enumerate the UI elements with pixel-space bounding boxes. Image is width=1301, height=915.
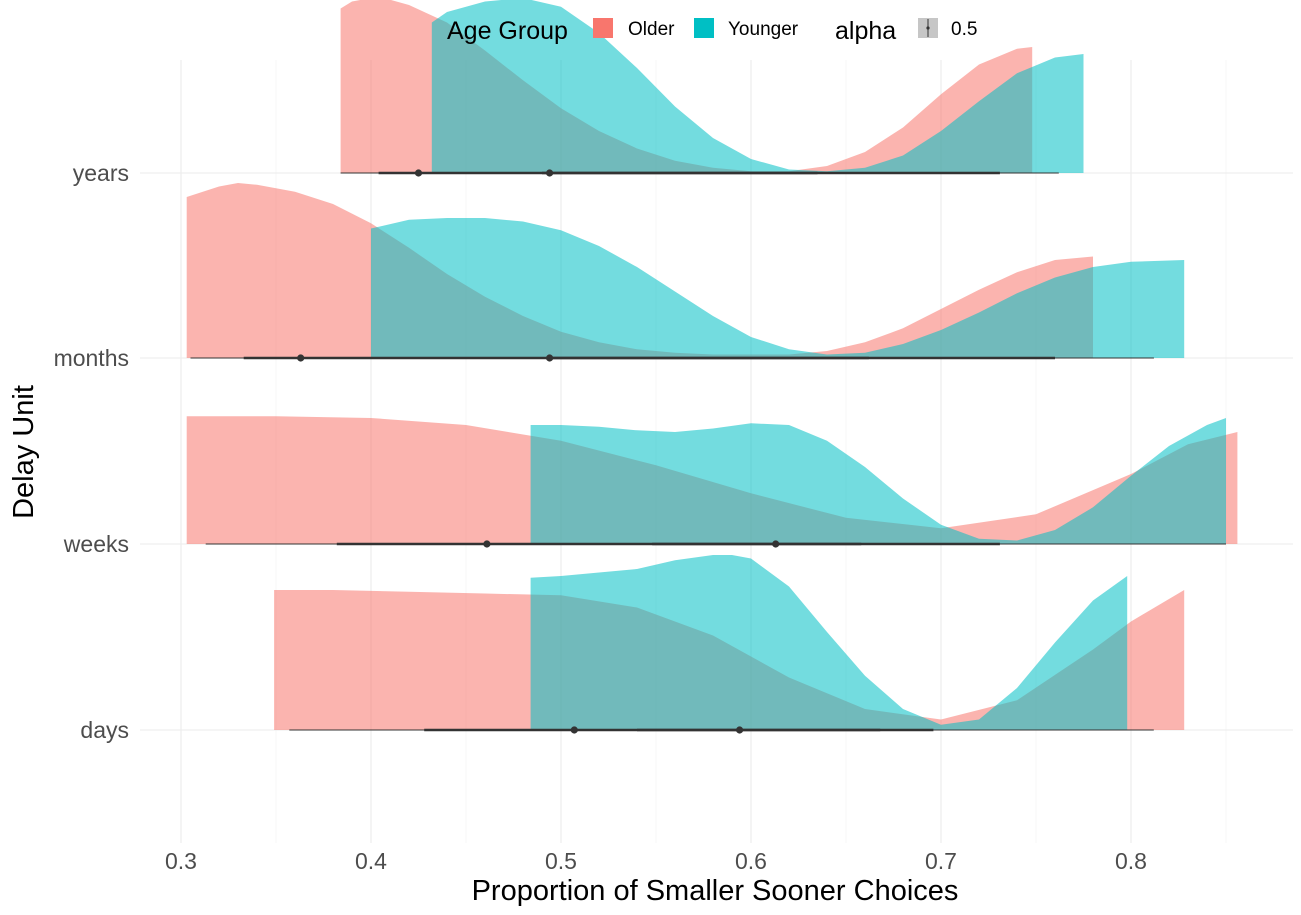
- legend-label-alpha: 0.5: [951, 19, 977, 40]
- y-axis-title: Delay Unit: [8, 385, 40, 519]
- density-younger-days: [530, 555, 1128, 730]
- legend-fill-title: Age Group: [447, 17, 568, 45]
- legend-label-younger: Younger: [728, 19, 799, 40]
- density-ridges: [186, 0, 1238, 730]
- legend-alpha-title: alpha: [835, 17, 896, 45]
- legend-key-older: [593, 18, 613, 38]
- legend-key-alpha-point: [926, 26, 930, 30]
- y-tick-label-weeks: weeks: [63, 531, 129, 557]
- y-tick-label-months: months: [54, 345, 129, 371]
- density-younger-weeks: [530, 418, 1226, 544]
- density-older-weeks: [186, 416, 1238, 544]
- x-tick-label: 0.4: [355, 848, 387, 874]
- median-point-older-weeks: [483, 540, 491, 548]
- x-tick-label: 0.8: [1115, 848, 1147, 874]
- median-point-younger-months: [546, 354, 554, 362]
- x-axis-ticks: 0.3 0.4 0.5 0.6 0.7 0.8: [165, 848, 1147, 874]
- median-point-younger-days: [736, 726, 744, 734]
- legend-label-older: Older: [628, 19, 675, 40]
- x-tick-label: 0.3: [165, 848, 197, 874]
- median-point-older-years: [414, 169, 423, 177]
- boxplots: [190, 169, 1226, 734]
- y-axis-ticks: days weeks months years: [54, 160, 129, 743]
- x-tick-label: 0.6: [735, 848, 767, 874]
- legend: Age Group Older Younger alpha 0.5: [447, 17, 977, 45]
- x-tick-label: 0.7: [925, 848, 957, 874]
- x-tick-label: 0.5: [545, 848, 577, 874]
- y-tick-label-years: years: [73, 160, 129, 186]
- median-point-younger-years: [546, 169, 554, 177]
- density-younger-months: [371, 218, 1185, 358]
- legend-key-younger: [694, 18, 714, 38]
- x-axis-title: Proportion of Smaller Sooner Choices: [472, 875, 959, 907]
- median-point-older-months: [297, 354, 305, 362]
- density-younger-years: [431, 0, 1084, 173]
- median-point-younger-weeks: [772, 540, 780, 548]
- y-tick-label-days: days: [80, 717, 129, 743]
